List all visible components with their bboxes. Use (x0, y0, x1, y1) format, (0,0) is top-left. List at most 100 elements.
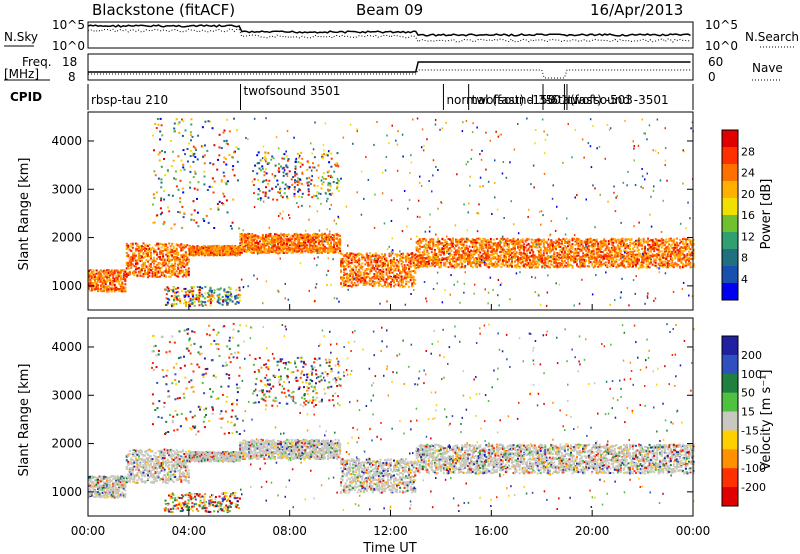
echo-mark-4403 (560, 250, 563, 253)
echo-mark-51 (92, 288, 95, 291)
echo-mark-767 (169, 249, 172, 252)
echo-mark-2769 (383, 254, 386, 257)
echo-mark-1495 (246, 242, 249, 245)
echo-mark-831 (177, 251, 180, 254)
echo-mark-2713 (377, 284, 380, 287)
echo-mark-1761 (275, 248, 278, 251)
echo-mark-221 (110, 280, 113, 283)
echo-mark-297 (119, 270, 122, 273)
echo-mark-138 (101, 275, 104, 278)
echo-mark-1370 (234, 248, 237, 251)
echo-mark-1464 (243, 241, 246, 244)
echo-mark-3331 (444, 265, 447, 268)
echo-mark-2984 (408, 261, 411, 264)
echo-mark-18 (89, 278, 92, 281)
echo-mark-4434 (563, 259, 566, 262)
echo-mark-1048 (199, 247, 202, 250)
echo-mark-1791 (278, 234, 281, 237)
echo-mark-3119 (421, 239, 424, 242)
echo-mark-1526 (251, 249, 254, 252)
echo-mark-2297 (334, 237, 337, 240)
echo-mark-2419 (346, 255, 349, 258)
echo-mark-765 (169, 259, 172, 261)
echo-mark-301 (119, 285, 122, 288)
echo-mark-2914 (400, 278, 403, 281)
echo-mark-1019 (196, 245, 199, 248)
echo-mark-865 (180, 263, 183, 266)
echo-mark-2967 (405, 276, 408, 279)
echo-mark-2250 (328, 249, 331, 252)
echo-mark-782 (171, 270, 174, 272)
echo-mark-2323 (336, 243, 339, 245)
echo-mark-3573 (471, 266, 474, 269)
echo-mark-4659 (588, 265, 591, 268)
echo-mark-2246 (328, 236, 331, 239)
echo-mark-677 (160, 243, 163, 245)
echo-mark-2472 (352, 276, 355, 279)
echo-mark-428 (133, 274, 136, 277)
echo-mark-264 (115, 289, 118, 291)
echo-mark-2512 (356, 283, 359, 286)
echo-mark-2684 (374, 257, 377, 260)
echo-mark-93 (97, 278, 100, 281)
echo-mark-4255 (544, 263, 547, 266)
echo-mark-278 (116, 269, 119, 272)
echo-mark-2163 (319, 234, 322, 237)
echo-mark-818 (175, 257, 178, 260)
echo-mark-2384 (343, 277, 346, 279)
echo-mark-881 (181, 259, 184, 262)
echo-mark-1978 (299, 243, 302, 246)
echo-mark-755 (168, 258, 171, 261)
n-sky-series (87, 24, 691, 37)
echo-mark-4408 (560, 263, 563, 266)
echo-mark-2580 (364, 276, 367, 279)
echo-mark-897 (184, 271, 187, 274)
echo-mark-2011 (302, 241, 305, 244)
echo-mark-2875 (396, 273, 398, 276)
echo-mark-2503 (355, 260, 358, 263)
echo-mark-2612 (367, 263, 370, 266)
echo-mark-2196 (322, 246, 325, 249)
echo-mark-1088 (204, 246, 206, 249)
echo-mark-2937 (402, 256, 405, 259)
echo-mark-1416 (239, 244, 242, 247)
echo-mark-1158 (211, 254, 214, 257)
echo-mark-1609 (258, 248, 261, 251)
n-sky-label: N.Sky (4, 30, 38, 44)
echo-mark-325 (122, 278, 125, 281)
echo-mark-2545 (359, 276, 362, 279)
echo-mark-920 (186, 263, 189, 266)
echo-mark-2658 (371, 276, 374, 279)
echo-mark-2467 (352, 267, 355, 270)
echo-mark-2560 (361, 254, 364, 257)
echo-mark-1147 (210, 247, 212, 250)
echo-mark-3054 (415, 241, 418, 244)
echo-mark-658 (159, 250, 162, 253)
echo-mark-2521 (358, 274, 361, 277)
echo-mark-2621 (368, 282, 371, 285)
echo-mark-2390 (343, 260, 346, 263)
echo-mark-125 (100, 276, 103, 278)
echo-mark-1091 (204, 253, 206, 255)
echo-mark-2842 (393, 265, 395, 268)
echo-mark-1565 (254, 234, 257, 237)
echo-mark-2836 (391, 260, 394, 263)
echo-mark-2751 (382, 277, 385, 280)
echo-mark-2727 (379, 283, 382, 286)
echo-mark-2138 (316, 245, 319, 247)
echo-mark-2418 (346, 259, 349, 262)
echo-mark-2136 (316, 233, 319, 236)
echo-mark-1381 (235, 249, 238, 252)
echo-mark-302 (119, 275, 122, 278)
echo-mark-1745 (274, 243, 276, 246)
echo-mark-614 (153, 271, 155, 274)
echo-mark-1294 (226, 247, 229, 249)
echo-mark-2588 (364, 283, 367, 286)
echo-mark-2096 (311, 233, 314, 236)
echo-mark-162 (104, 280, 107, 283)
echo-mark-1605 (258, 245, 261, 248)
echo-mark-4045 (521, 261, 524, 264)
echo-mark-1776 (277, 235, 280, 238)
echo-mark-583 (150, 253, 152, 256)
echo-mark-691 (162, 257, 165, 259)
